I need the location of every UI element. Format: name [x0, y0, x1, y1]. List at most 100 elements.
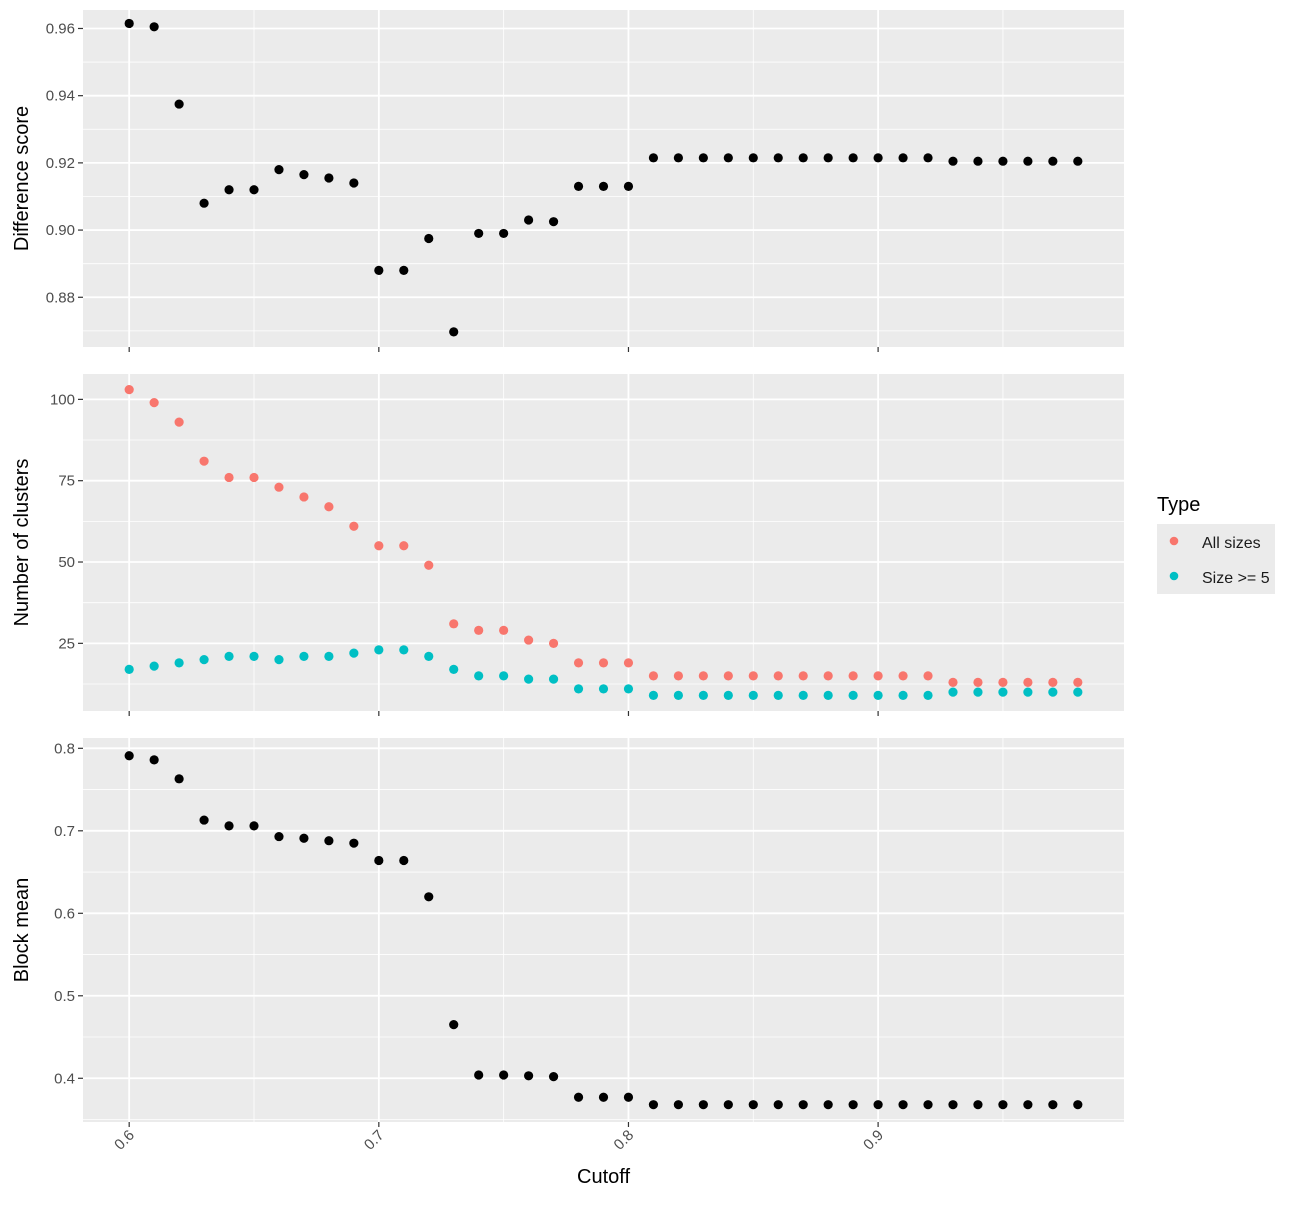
data-point	[1048, 156, 1058, 166]
data-point	[1073, 156, 1083, 166]
data-point	[149, 22, 159, 32]
data-point	[873, 1100, 883, 1110]
data-point	[499, 625, 509, 635]
data-point	[249, 185, 259, 195]
data-point	[548, 674, 559, 684]
x-tick-label: 0.6	[111, 1127, 138, 1154]
data-point	[698, 690, 708, 700]
data-point	[923, 1100, 933, 1110]
data-point	[399, 541, 409, 551]
data-point	[149, 755, 159, 765]
data-point	[723, 153, 733, 163]
data-point	[698, 671, 708, 681]
data-point	[324, 836, 334, 846]
data-point	[573, 181, 584, 191]
data-point	[349, 838, 359, 848]
panel-3: 0.4 0.5 0.6 0.7 0.8 Block mean 0.6 0.7 0.8 0.9	[11, 738, 1124, 1154]
data-point	[848, 671, 858, 681]
legend: Type All sizes Size >= 5	[1157, 494, 1275, 594]
data-point	[399, 855, 409, 866]
data-point	[748, 153, 758, 163]
data-point	[199, 198, 209, 208]
data-point	[274, 655, 284, 665]
data-point	[723, 671, 733, 681]
y-tick-label: 0.8	[54, 740, 75, 757]
data-point	[973, 1100, 983, 1110]
data-point	[823, 671, 833, 681]
data-point	[898, 1100, 908, 1110]
data-point	[698, 1100, 708, 1110]
x-axis-title: Cutoff	[577, 1166, 630, 1188]
y-tick-label: 50	[58, 554, 75, 571]
y-tick-label: 0.94	[46, 88, 75, 105]
y-axis-title: Number of clusters	[11, 459, 33, 627]
data-point	[449, 327, 459, 337]
data-point	[948, 156, 958, 166]
panel-background	[83, 738, 1124, 1122]
data-point	[748, 1100, 758, 1110]
series-1	[124, 385, 1083, 687]
data-point	[998, 677, 1008, 687]
data-point	[1048, 677, 1058, 687]
data-point	[798, 1100, 808, 1110]
data-point	[873, 690, 883, 700]
data-point	[848, 690, 858, 700]
data-point	[199, 456, 209, 466]
data-point	[449, 1020, 459, 1030]
data-point	[374, 265, 384, 275]
data-point	[1073, 677, 1083, 687]
data-point	[548, 638, 559, 648]
legend-title: Type	[1157, 494, 1200, 516]
panel-background	[83, 10, 1124, 347]
data-point	[1048, 687, 1058, 697]
y-axis-title: Difference score	[11, 106, 33, 251]
data-point	[823, 690, 833, 700]
panel-2: 25 50 75 100 Number of clusters	[11, 374, 1124, 716]
data-point	[623, 658, 634, 668]
data-point	[898, 153, 908, 163]
data-point	[474, 1070, 484, 1080]
data-point	[474, 228, 484, 239]
data-point	[374, 541, 384, 551]
data-point	[848, 153, 858, 163]
data-point	[698, 153, 708, 163]
y-tick-label: 0.6	[54, 905, 75, 922]
legend-label-all-sizes: All sizes	[1202, 535, 1261, 552]
data-point	[499, 671, 509, 681]
series-1	[124, 18, 1083, 337]
data-point	[149, 398, 159, 408]
panel-1: 0.88 0.90 0.92 0.94 0.96 Difference score	[11, 10, 1124, 352]
data-point	[773, 690, 783, 700]
data-point	[524, 1071, 534, 1081]
data-point	[1073, 1100, 1083, 1110]
data-point	[399, 645, 409, 655]
data-point	[499, 228, 509, 239]
data-point	[424, 233, 434, 244]
data-point	[224, 185, 234, 195]
data-point	[573, 658, 584, 668]
data-point	[623, 684, 634, 694]
data-point	[748, 690, 758, 700]
data-point	[723, 690, 733, 700]
data-point	[873, 671, 883, 681]
data-point	[673, 690, 683, 700]
data-point	[573, 684, 584, 694]
x-tick-label: 0.9	[860, 1127, 887, 1154]
data-point	[149, 661, 159, 671]
data-point	[324, 173, 334, 183]
data-point	[124, 751, 134, 761]
y-tick-label: 0.88	[46, 289, 75, 306]
data-point	[998, 687, 1008, 697]
data-point	[299, 170, 309, 180]
data-point	[524, 215, 534, 225]
data-point	[299, 651, 309, 661]
data-point	[623, 181, 634, 191]
data-point	[823, 153, 833, 163]
data-point	[723, 1100, 733, 1110]
data-point	[274, 482, 284, 492]
data-point	[199, 815, 209, 825]
legend-key-background	[1157, 524, 1275, 594]
data-point	[449, 619, 459, 629]
data-point	[474, 671, 484, 681]
